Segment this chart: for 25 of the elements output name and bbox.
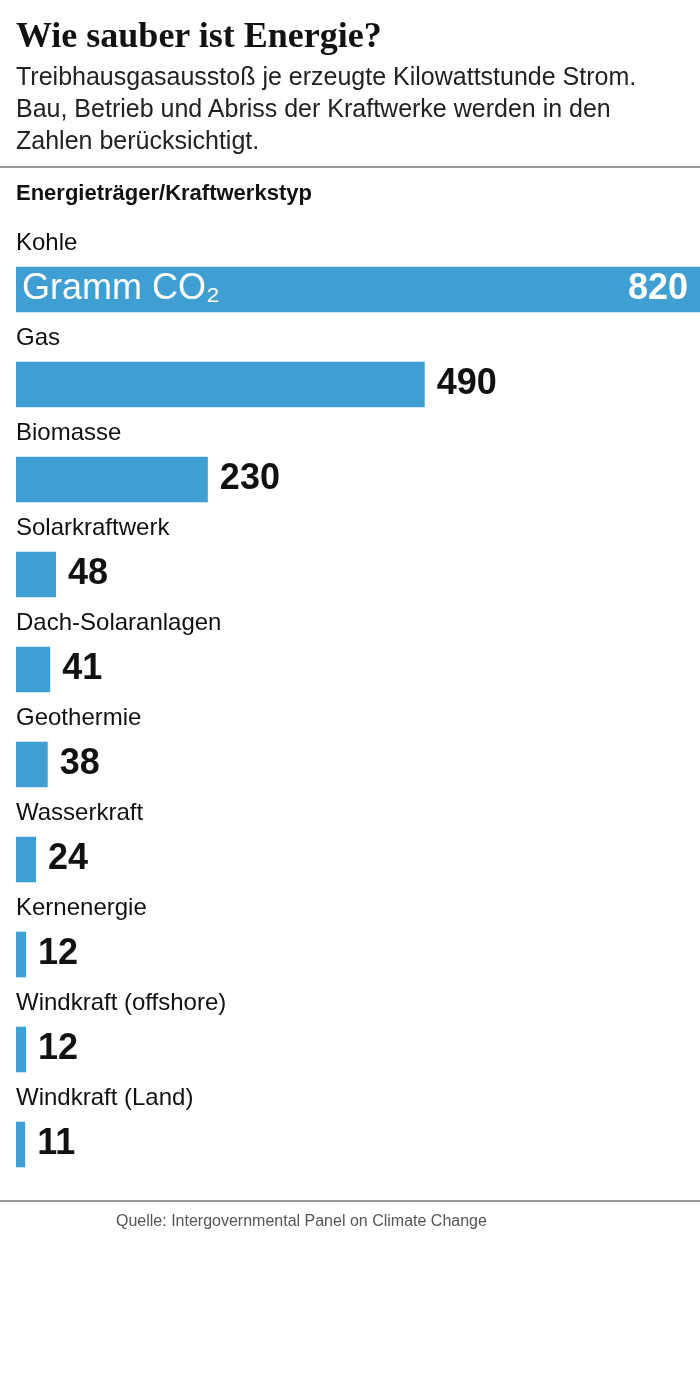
y-tick-label: Kohle <box>16 228 78 256</box>
y-tick-label: Windkraft (offshore) <box>16 988 227 1016</box>
data-label: 12 <box>38 1026 79 1068</box>
data-label: 230 <box>219 456 280 498</box>
y-tick-label: Kernenergie <box>16 893 147 921</box>
y-tick-label: Windkraft (Land) <box>16 1083 194 1111</box>
data-label: 490 <box>436 361 497 403</box>
y-tick-label: Geothermie <box>16 703 142 731</box>
data-label: 24 <box>48 836 89 878</box>
data-label: 820 <box>627 266 688 308</box>
chart-subtitle: Treibhausgasausstoß je erzeugte Kilowattstunde Strom. Bau, Betrieb und Abriss der Kraftwerke werden in den Zahlen berücksichtigt. <box>15 61 638 156</box>
y-tick-label: Dach-Solaranlagen <box>16 608 222 636</box>
y-tick-label: Biomasse <box>16 418 122 446</box>
y-tick-label: Solarkraftwerk <box>16 513 171 541</box>
y-tick-label: Wasserkraft <box>16 798 144 826</box>
source-note: Quelle: Intergovernmental Panel on Climate Change <box>0 1200 700 1232</box>
x-axis-title: Gramm CO₂ <box>22 266 220 308</box>
data-label: 11 <box>37 1121 76 1163</box>
data-label: 41 <box>62 646 103 688</box>
y-tick-label: Gas <box>16 323 61 351</box>
y-axis-title: Energieträger/Kraftwerkstyp <box>0 166 700 212</box>
chart-title: Wie sauber ist Energie? <box>15 14 383 57</box>
data-label: 12 <box>38 931 79 973</box>
data-label: 38 <box>59 741 100 783</box>
data-label: 48 <box>68 551 109 593</box>
